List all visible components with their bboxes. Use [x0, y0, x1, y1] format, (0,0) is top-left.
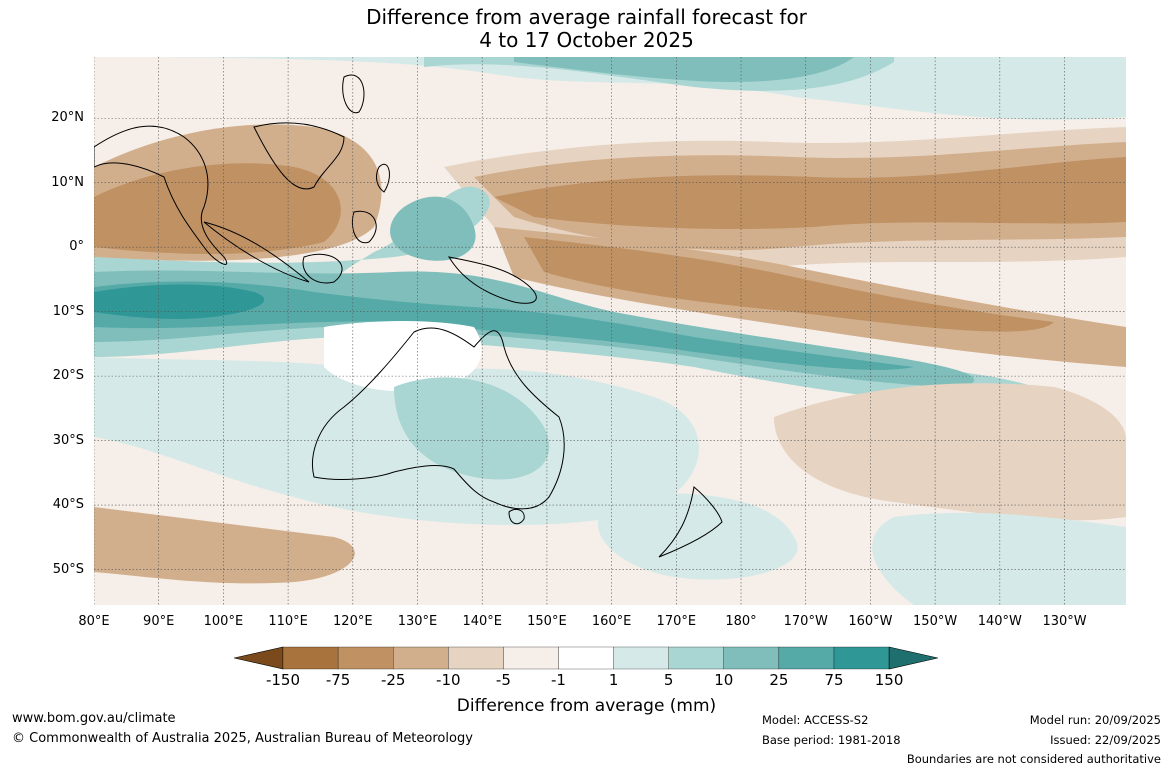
- anomaly-region: [94, 284, 265, 319]
- longitude-label: 160°E: [591, 614, 632, 629]
- colorbar-segment: [282, 646, 339, 670]
- latitude-label: 10°N: [51, 174, 84, 190]
- colorbar-segment: [778, 646, 835, 670]
- colorbar-segment: [558, 646, 614, 670]
- longitude-label: 110°E: [268, 614, 308, 629]
- longitude-label: 120°E: [333, 614, 373, 629]
- colorbar-tick-label: 10: [714, 671, 734, 689]
- longitude-label: 160°W: [848, 614, 893, 629]
- anomaly-region: [494, 157, 1126, 229]
- latitude-label: 10°S: [52, 303, 84, 319]
- footer-disclaimer: Boundaries are not considered authoritat…: [906, 752, 1161, 766]
- longitude-label: 140°W: [977, 614, 1022, 629]
- longitude-label: 150°W: [913, 614, 958, 629]
- longitude-label: 130°E: [397, 614, 438, 629]
- latitude-label: 40°S: [52, 497, 84, 513]
- longitude-label: 80°E: [78, 614, 110, 629]
- colorbar: [234, 646, 938, 670]
- longitude-label: 170°W: [783, 614, 828, 629]
- colorbar-tick-label: 75: [824, 671, 844, 689]
- colorbar-segment: [723, 646, 780, 670]
- colorbar-segment: [503, 646, 559, 670]
- graticule: [94, 57, 1126, 605]
- footer-base-period: Base period: 1981-2018: [762, 733, 901, 747]
- longitude-label: 140°E: [462, 614, 502, 629]
- anomaly-region: [394, 377, 550, 480]
- latitude-label: 20°N: [51, 110, 84, 126]
- longitude-label: 150°E: [527, 614, 567, 629]
- footer-url[interactable]: www.bom.gov.au/climate: [12, 711, 176, 726]
- colorbar-segment: [448, 646, 504, 670]
- coastlines: [94, 74, 723, 558]
- colorbar-tick-label: -25: [380, 671, 406, 689]
- colorbar-arrow-high: [888, 646, 938, 670]
- longitude-label: 100°E: [203, 614, 244, 629]
- longitude-label: 180°: [725, 614, 757, 629]
- anomaly-region: [324, 321, 482, 391]
- colorbar-segment: [337, 646, 394, 670]
- colorbar-segment: [393, 646, 449, 670]
- longitude-label: 130°W: [1042, 614, 1087, 629]
- footer-issued: Issued: 22/09/2025: [1050, 733, 1161, 747]
- latitude-label: 0°: [69, 239, 84, 255]
- colorbar-segment: [613, 646, 669, 670]
- map-title-line1: Difference from average rainfall forecas…: [366, 5, 807, 29]
- anomaly-region: [872, 512, 1126, 605]
- rainfall-anomaly-map: [94, 57, 1126, 605]
- colorbar-arrow-low: [234, 646, 284, 670]
- colorbar-tick-label: 1: [608, 671, 619, 689]
- colorbar-tick-label: 150: [874, 671, 904, 689]
- anomaly-region: [94, 357, 699, 526]
- colorbar-tick-label: -5: [495, 671, 511, 689]
- colorbar-tick-label: -1: [551, 671, 566, 689]
- map-canvas: [94, 57, 1126, 605]
- colorbar-tick-label: 25: [769, 671, 789, 689]
- anomaly-region: [597, 493, 798, 580]
- colorbar-tick-label: -150: [265, 671, 301, 689]
- longitude-label: 90°E: [143, 614, 175, 629]
- anomaly-region: [94, 507, 355, 584]
- anomaly-region: [94, 281, 914, 370]
- anomaly-region: [524, 237, 1054, 332]
- latitude-label: 50°S: [52, 561, 84, 577]
- latitude-label: 30°S: [52, 432, 84, 448]
- latitude-label: 20°S: [52, 368, 84, 384]
- colorbar-title: Difference from average (mm): [456, 696, 717, 716]
- colorbar-tick-label: -10: [436, 671, 461, 689]
- colorbar-tick-label: -75: [325, 671, 351, 689]
- colorbar-segment: [833, 646, 890, 670]
- anomaly-region: [94, 163, 341, 254]
- colorbar-segment: [668, 646, 724, 670]
- footer-model: Model: ACCESS-S2: [762, 713, 869, 727]
- colorbar-tick-label: 5: [663, 671, 674, 689]
- anomaly-region: [774, 383, 1126, 521]
- footer-model-run: Model run: 20/09/2025: [1029, 713, 1161, 727]
- map-title-line2: 4 to 17 October 2025: [479, 28, 694, 52]
- anomaly-region: [514, 57, 854, 82]
- longitude-label: 170°E: [656, 614, 697, 629]
- anomaly-region: [390, 196, 476, 261]
- footer-copyright: © Commonwealth of Australia 2025, Austra…: [12, 731, 473, 746]
